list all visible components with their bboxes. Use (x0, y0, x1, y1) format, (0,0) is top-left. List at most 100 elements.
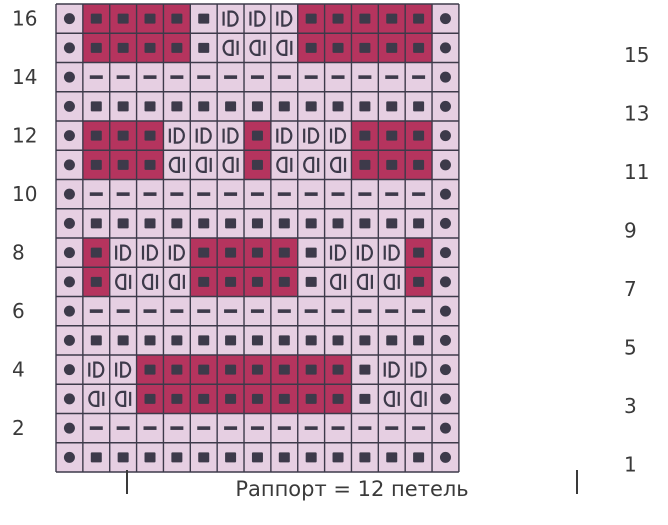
knit-stitch-icon (386, 335, 398, 346)
cable-right-icon (329, 244, 347, 261)
knit-stitch-icon (90, 218, 102, 229)
cable-right-icon (356, 244, 373, 261)
dash-stitch-icon (412, 309, 426, 313)
knit-stitch-icon (90, 335, 102, 346)
dash-stitch-icon (277, 309, 291, 313)
chart-cell (297, 121, 325, 151)
chart-cell (378, 267, 406, 297)
cable-left-icon (303, 156, 320, 173)
knit-stitch-icon (413, 276, 425, 287)
chart-cell (109, 238, 137, 268)
chart-grid (55, 3, 460, 473)
knit-stitch-icon (359, 101, 371, 112)
knit-stitch-icon (225, 393, 237, 404)
dash-stitch-icon (170, 426, 184, 430)
dash-stitch-icon (358, 192, 372, 196)
knit-stitch-icon (359, 130, 371, 141)
purl-dot-icon (63, 422, 75, 434)
chart-cell (324, 150, 352, 180)
dash-stitch-icon (116, 309, 130, 313)
knit-stitch-icon (359, 393, 371, 404)
cable-left-icon (410, 390, 427, 407)
knit-stitch-icon (332, 13, 344, 24)
row-number-right: 7 (624, 277, 637, 301)
cable-left-icon (168, 156, 185, 173)
knit-stitch-icon (413, 247, 425, 258)
row-number-left: 8 (12, 241, 25, 265)
knit-stitch-icon (225, 276, 237, 287)
row-number-labels: 16 14 12 10 8 6 4 2 15 13 11 9 7 5 3 1 (12, 7, 649, 477)
knit-stitch-icon (359, 159, 371, 170)
knit-stitch-icon (90, 130, 102, 141)
cable-left-icon (329, 156, 347, 173)
cable-left-icon (222, 39, 239, 56)
knit-stitch-icon (90, 276, 102, 287)
purl-dot-icon (63, 276, 75, 288)
knit-stitch-icon (171, 393, 183, 404)
knit-stitch-icon (198, 218, 210, 229)
knit-stitch-icon (251, 101, 263, 112)
knit-stitch-icon (359, 452, 371, 463)
dash-stitch-icon (304, 192, 318, 196)
cable-left-icon (356, 273, 373, 290)
chart-cell (270, 4, 298, 34)
cable-left-icon (88, 390, 105, 407)
knit-stitch-icon (251, 452, 263, 463)
cable-right-icon (383, 244, 400, 261)
purl-dot-icon (439, 393, 451, 405)
chart-cell (270, 121, 298, 151)
purl-dot-icon (63, 42, 75, 54)
knit-stitch-icon (332, 101, 344, 112)
knit-stitch-icon (251, 159, 263, 170)
chart-cell (136, 267, 164, 297)
row-number-right: 1 (624, 452, 637, 476)
dash-stitch-icon (385, 75, 399, 79)
cable-left-icon (115, 390, 132, 407)
dash-stitch-icon (304, 75, 318, 79)
chart-cell (109, 384, 137, 414)
knit-stitch-icon (278, 335, 290, 346)
chart-cell (136, 238, 164, 268)
dash-stitch-icon (304, 426, 318, 430)
cable-left-icon (249, 39, 266, 56)
chart-cell (190, 121, 218, 151)
knit-stitch-icon (225, 335, 237, 346)
chart-cell (109, 267, 137, 297)
knit-stitch-icon (144, 13, 156, 24)
cable-left-icon (195, 156, 212, 173)
knit-stitch-icon (386, 130, 398, 141)
knit-stitch-icon (225, 101, 237, 112)
cable-left-icon (222, 156, 239, 173)
cable-right-icon (115, 361, 132, 378)
dash-stitch-icon (170, 192, 184, 196)
cable-left-icon (329, 273, 347, 290)
dash-stitch-icon (143, 75, 157, 79)
dash-stitch-icon (170, 75, 184, 79)
knit-stitch-icon (359, 218, 371, 229)
cable-right-icon (115, 244, 132, 261)
dash-stitch-icon (116, 75, 130, 79)
row-number-left: 14 (12, 65, 37, 89)
dash-stitch-icon (224, 75, 238, 79)
row-number-right: 15 (624, 43, 649, 67)
knit-stitch-icon (278, 247, 290, 258)
purl-dot-icon (63, 247, 75, 259)
knit-stitch-icon (144, 393, 156, 404)
row-number-left: 10 (12, 182, 37, 206)
row-number-right: 13 (624, 101, 649, 125)
knit-stitch-icon (359, 335, 371, 346)
row-number-right: 3 (624, 394, 637, 418)
dash-stitch-icon (277, 426, 291, 430)
dash-stitch-icon (412, 426, 426, 430)
chart-cell (163, 238, 191, 268)
chart-cell (109, 355, 137, 385)
knit-stitch-icon (332, 393, 344, 404)
purl-dot-icon (439, 13, 451, 25)
cable-left-icon (168, 273, 185, 290)
knit-stitch-icon (90, 42, 102, 53)
knit-stitch-icon (198, 364, 210, 375)
dash-stitch-icon (412, 192, 426, 196)
dash-stitch-icon (358, 75, 372, 79)
knit-stitch-icon (305, 364, 317, 375)
